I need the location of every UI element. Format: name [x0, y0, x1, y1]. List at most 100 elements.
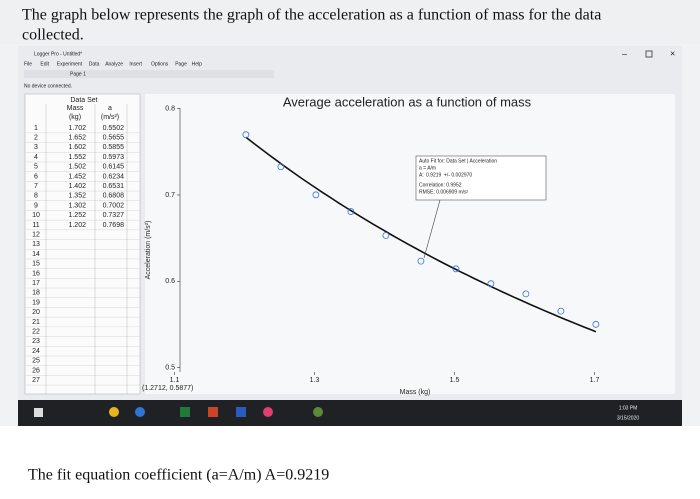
mass-cell: 1.502 [68, 164, 86, 171]
row-number: 1 [34, 125, 38, 132]
data-point [277, 163, 285, 171]
table-title: Data Set [70, 97, 97, 104]
y-tick-label: 0.8 [165, 105, 175, 112]
menu-item[interactable]: File [24, 61, 32, 67]
mass-cell: 1.302 [68, 202, 86, 209]
menu-item[interactable]: Experiment [57, 61, 83, 67]
taskbar-icon[interactable] [180, 407, 190, 417]
row-number: 24 [32, 348, 40, 355]
row-number: 14 [32, 251, 40, 258]
accel-cell: 0.5655 [103, 135, 125, 142]
accel-cell: 0.5855 [103, 144, 125, 151]
menu-bar: File Edit Experiment Data Analyze Insert Optio… [24, 61, 202, 67]
status-text: No device connected. [24, 83, 72, 89]
accel-cell: 0.5502 [103, 125, 125, 132]
taskbar-icon[interactable] [263, 407, 273, 417]
close-button[interactable]: × [670, 48, 675, 58]
page-selector[interactable]: Page 1 [70, 71, 86, 77]
fit-rmse: RMSE: 0.006909 m/s² [419, 189, 469, 195]
data-table [24, 93, 141, 395]
data-point [592, 320, 600, 328]
mass-cell: 1.552 [68, 154, 86, 161]
mass-cell: 1.202 [68, 222, 86, 229]
fit-box [415, 155, 547, 201]
column-header: a [108, 105, 112, 112]
column-unit: (kg) [69, 114, 81, 121]
menu-item[interactable]: Data [89, 61, 100, 67]
data-point [487, 280, 495, 288]
fit-a-value: 0.9219 [426, 172, 442, 178]
accel-cell: 0.6531 [103, 183, 125, 190]
fit-a-error: +/- 0.002970 [444, 172, 472, 178]
taskbar [18, 400, 682, 426]
x-tick-label: 1.1 [170, 377, 180, 384]
minimize-button[interactable]: – [622, 48, 627, 58]
menu-item[interactable]: Options [151, 61, 169, 67]
row-number: 7 [34, 183, 38, 190]
data-point [557, 307, 565, 315]
taskbar-icon[interactable] [236, 407, 246, 417]
fit-title: Auto Fit for: Data Set | Acceleration [419, 158, 497, 164]
row-number: 12 [32, 232, 40, 239]
start-button[interactable] [34, 408, 43, 417]
column-unit: (m/s²) [101, 114, 119, 121]
row-number: 17 [32, 280, 40, 287]
row-number: 4 [34, 154, 38, 161]
row-number: 21 [32, 319, 40, 326]
x-tick-label: 1.5 [450, 377, 460, 384]
row-number: 8 [34, 193, 38, 200]
row-number: 9 [34, 202, 38, 209]
data-point [522, 290, 530, 298]
chart-title: Average acceleration as a function of ma… [283, 94, 532, 109]
column-header: Mass [67, 105, 84, 112]
row-number: 18 [32, 290, 40, 297]
accel-cell: 0.7698 [103, 222, 125, 229]
cursor-readout: (1.2712, 0.5877) [142, 385, 193, 392]
y-tick-label: 0.6 [165, 278, 175, 285]
data-point [382, 232, 390, 239]
taskbar-icon[interactable] [313, 407, 323, 417]
row-number: 20 [32, 309, 40, 316]
question-line: The graph below represents the graph of … [22, 7, 601, 24]
taskbar-icon[interactable] [208, 407, 218, 417]
toolbar [24, 70, 274, 78]
row-number: 11 [32, 222, 39, 229]
menu-item[interactable]: Edit [40, 61, 49, 67]
mass-cell: 1.402 [68, 183, 86, 190]
row-number: 27 [32, 377, 40, 384]
answer-text: The fit equation coefficient (a=A/m) A=0… [28, 467, 329, 484]
data-point [452, 265, 460, 273]
maximize-button[interactable] [645, 50, 653, 58]
row-number: 19 [32, 299, 40, 306]
mass-cell: 1.602 [68, 144, 86, 151]
row-number: 15 [32, 261, 40, 268]
fit-a-label: A: [419, 172, 424, 178]
row-number: 13 [32, 241, 40, 248]
mass-cell: 1.352 [68, 193, 86, 200]
plot: 0.5 0.6 0.7 0.8 1.1 1.3 1.5 1.7 [165, 105, 599, 383]
fit-equation: a = A/m [419, 165, 436, 171]
menu-item[interactable]: Page [175, 61, 187, 67]
row-number: 5 [34, 164, 38, 171]
clock-date: 3/15/2020 [617, 415, 639, 421]
y-tick-label: 0.5 [165, 365, 175, 372]
taskbar-icon[interactable] [109, 407, 119, 417]
data-point [312, 191, 320, 199]
fit-correlation: Correlation: 0.9952 [419, 182, 462, 188]
x-tick-label: 1.3 [310, 377, 320, 384]
menu-item[interactable]: Help [192, 61, 203, 67]
row-number: 23 [32, 338, 40, 345]
row-number: 22 [32, 329, 40, 336]
mass-cell: 1.452 [68, 173, 86, 180]
menu-item[interactable]: Insert [129, 61, 142, 67]
mass-cell: 1.252 [68, 212, 86, 219]
row-number: 3 [34, 144, 38, 151]
row-number: 6 [34, 173, 38, 180]
accel-cell: 0.7002 [103, 202, 125, 209]
answer-band [0, 426, 700, 499]
row-number: 26 [32, 367, 40, 374]
taskbar-icon[interactable] [135, 407, 145, 417]
menu-item[interactable]: Analyze [105, 61, 123, 67]
row-number: 10 [32, 212, 40, 219]
